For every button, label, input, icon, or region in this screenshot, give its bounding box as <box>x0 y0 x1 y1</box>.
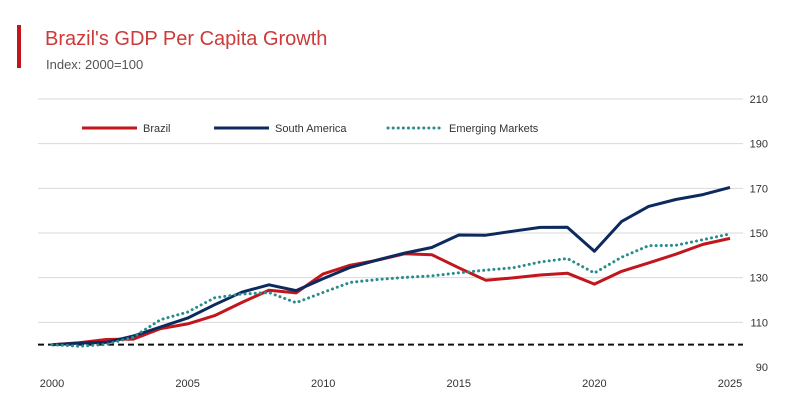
y-tick-label-90: 90 <box>756 362 768 374</box>
y-tick-label-110: 110 <box>750 317 768 329</box>
y-tick-label-170: 170 <box>750 183 768 195</box>
x-tick-label-2020: 2020 <box>582 378 606 390</box>
x-tick-label-2000: 2000 <box>40 378 64 390</box>
y-tick-label-190: 190 <box>750 139 768 151</box>
series-line-emerging-markets <box>50 232 732 348</box>
chart-subtitle: Index: 2000=100 <box>46 57 144 72</box>
x-tick-label-2010: 2010 <box>311 378 335 390</box>
legend: Brazil South America Emerging Markets <box>82 123 539 135</box>
y-tick-label-210: 210 <box>750 94 768 106</box>
legend-label-south-america: South America <box>275 123 347 135</box>
y-tick-label-150: 150 <box>750 228 768 240</box>
legend-label-emerging-markets: Emerging Markets <box>449 123 539 135</box>
axis-ticks: 90 110 130 150 170 190 210 2000 2005 2010 2015 2020… <box>40 94 768 390</box>
y-tick-label-130: 130 <box>750 273 768 285</box>
x-tick-label-2025: 2025 <box>718 378 742 390</box>
x-tick-label-2005: 2005 <box>175 378 199 390</box>
series-lines <box>50 185 732 348</box>
title-accent-bar <box>17 25 21 68</box>
x-tick-label-2015: 2015 <box>447 378 471 390</box>
legend-label-brazil: Brazil <box>143 123 171 135</box>
series-line-south-america <box>51 185 731 347</box>
chart-title: Brazil's GDP Per Capita Growth <box>45 28 328 50</box>
gridlines <box>38 98 743 323</box>
